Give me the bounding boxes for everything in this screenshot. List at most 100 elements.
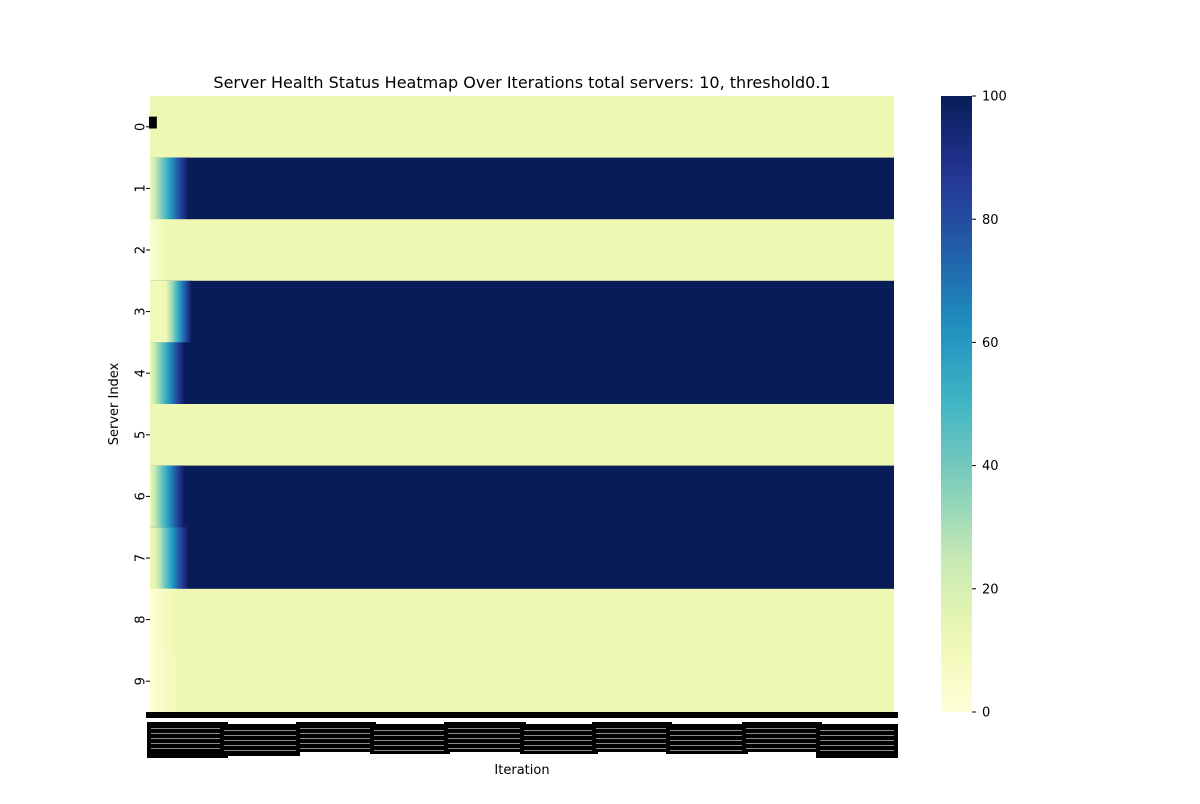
x-tick-label-gap (300, 748, 372, 749)
x-tick-label-gap (374, 735, 446, 736)
x-tick-label-gap (596, 743, 668, 744)
x-tick-label-gap (670, 735, 744, 736)
x-tick-label-gap (374, 745, 446, 746)
x-tick-label-gap (224, 745, 296, 746)
x-tick-label-gap (746, 728, 818, 729)
x-tick-labels-cluster-3 (370, 724, 450, 754)
heatmap-row-6 (150, 465, 894, 528)
x-tick-label-gap (746, 748, 818, 749)
heatmap-row-3-transition (150, 280, 192, 343)
chart-title: Server Health Status Heatmap Over Iterat… (213, 73, 830, 92)
colorbar-tick-label-80: 80 (982, 213, 999, 228)
heatmap-row-1-transition (150, 157, 189, 220)
heatmap-row-7-transition (150, 527, 189, 590)
colorbar-tick-label-60: 60 (982, 336, 999, 351)
heatmap-row-9 (150, 650, 894, 713)
x-tick-label-gap (596, 738, 668, 739)
heatmap-row-0 (150, 96, 894, 159)
x-tick-label-gap (746, 733, 818, 734)
x-tick-label-gap (670, 745, 744, 746)
x-tick-label-gap (151, 738, 224, 739)
x-tick-label-gap (820, 735, 894, 736)
row0-overlap-labels: █ (148, 116, 157, 129)
colorbar: 0 20 40 60 80 100 (941, 90, 1007, 721)
heatmap-row-1 (150, 157, 894, 220)
x-tick-labels-cluster-6 (592, 722, 672, 752)
heatmap-row-5 (150, 404, 894, 467)
x-tick-label-gap (374, 740, 446, 741)
x-tick-label-gap (224, 735, 296, 736)
y-tick-label-8: 8 (134, 615, 149, 623)
x-tick-label-gap (300, 738, 372, 739)
x-tick-marks-band (146, 712, 898, 718)
colorbar-tick-label-0: 0 (982, 706, 990, 721)
heatmap-row-6-transition (150, 465, 185, 528)
x-tick-label-gap (374, 750, 446, 751)
y-tick-label-6: 6 (134, 492, 149, 500)
x-tick-label-gap (820, 745, 894, 746)
x-tick-label-gap (448, 738, 522, 739)
x-tick-label-gap (151, 748, 224, 749)
x-tick-label-gap (524, 735, 594, 736)
x-tick-label-gap (596, 728, 668, 729)
x-tick-label-gap (820, 740, 894, 741)
heatmap-row-7 (150, 527, 894, 590)
y-tick-label-2: 2 (134, 246, 149, 254)
heatmap-row-9-transition (150, 650, 181, 713)
x-tick-label-gap (224, 730, 296, 731)
x-tick-label-gap (524, 740, 594, 741)
y-tick-label-1: 1 (134, 184, 149, 192)
y-tick-label-7: 7 (134, 554, 149, 562)
heatmap-row-3 (150, 280, 894, 343)
x-tick-label-gap (374, 730, 446, 731)
x-tick-label-gap (746, 743, 818, 744)
x-tick-label-gap (151, 733, 224, 734)
x-tick-labels-cluster-0 (147, 722, 228, 758)
y-tick-label-9: 9 (134, 677, 149, 685)
colorbar-tick-label-20: 20 (982, 582, 999, 597)
x-tick-label-gap (224, 750, 296, 751)
x-tick-labels-cluster-7 (666, 724, 748, 754)
heatmap-rows: █ (148, 96, 894, 713)
x-tick-label-gap (596, 733, 668, 734)
heatmap-row-8-transition (150, 588, 178, 651)
heatmap-row-2-transition (150, 219, 166, 282)
x-tick-label-gap (448, 733, 522, 734)
y-tick-label-5: 5 (134, 431, 149, 439)
x-tick-labels-cluster-5 (520, 724, 598, 754)
x-tick-label-gap (524, 745, 594, 746)
colorbar-tick-label-40: 40 (982, 459, 999, 474)
x-tick-label-gap (448, 728, 522, 729)
y-axis-ticks: 0 1 2 3 4 5 6 7 8 9 (134, 123, 150, 685)
colorbar-gradient (941, 96, 972, 712)
x-tick-label-gap (448, 748, 522, 749)
x-tick-label-gap (596, 748, 668, 749)
x-tick-label-gap (151, 743, 224, 744)
x-tick-label-gap (300, 728, 372, 729)
x-tick-label-gap (670, 750, 744, 751)
colorbar-tick-label-100: 100 (982, 90, 1007, 105)
heatmap-row-8 (150, 588, 894, 651)
x-axis-ticks (146, 712, 898, 758)
x-tick-label-gap (524, 750, 594, 751)
x-tick-label-gap (670, 740, 744, 741)
x-tick-labels-cluster-8 (742, 722, 822, 752)
x-tick-label-gap (300, 743, 372, 744)
y-tick-label-0: 0 (134, 123, 149, 131)
x-tick-label-gap (820, 750, 894, 751)
x-axis-label: Iteration (494, 763, 549, 778)
y-tick-label-3: 3 (134, 307, 149, 315)
x-tick-label-gap (524, 730, 594, 731)
heatmap-row-2 (150, 219, 894, 282)
x-tick-label-gap (224, 740, 296, 741)
x-tick-label-gap (300, 733, 372, 734)
x-tick-label-gap (820, 730, 894, 731)
heatmap-row-4 (150, 342, 894, 405)
x-tick-label-gap (746, 738, 818, 739)
x-tick-label-gap (448, 743, 522, 744)
y-tick-label-4: 4 (134, 369, 149, 377)
y-axis-label: Server Index (107, 362, 122, 445)
x-tick-labels-cluster-4 (444, 722, 526, 752)
